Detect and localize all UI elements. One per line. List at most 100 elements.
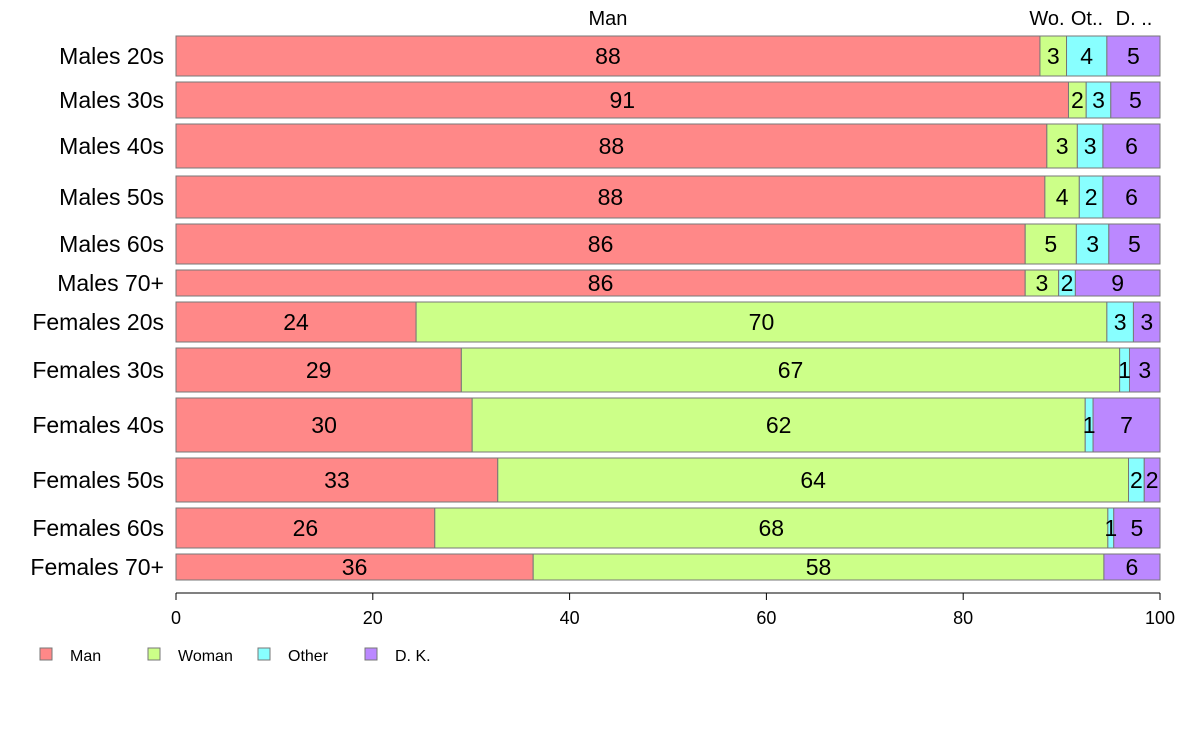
bar-data-label: 1 [1083,412,1096,438]
bar-segment [460,347,1121,393]
bar-data-label: 88 [599,133,625,159]
bar-data-label: 70 [749,309,775,335]
legend-label: Other [288,648,329,665]
bar-segment [175,123,1048,169]
bar-data-label: 58 [806,554,832,580]
bar-data-label: 5 [1127,43,1140,69]
bar-data-label: 1 [1104,515,1117,541]
top-series-label: D. .. [1116,8,1153,30]
bar-segment [175,397,473,453]
y-axis-label: Females 50s [32,467,164,493]
legend-swatch [39,647,53,661]
bar-segment [1092,397,1161,453]
bar-segment [1046,123,1078,169]
bar-segment [1143,457,1161,503]
y-axis-label: Females 70+ [30,554,164,580]
bar-data-label: 1 [1118,357,1131,383]
bar-segment [1074,269,1161,297]
bar-data-label: 24 [283,309,309,335]
bar-data-label: 30 [311,412,337,438]
bar-data-label: 2 [1061,270,1074,296]
bar-segment [1132,301,1161,343]
bar-segment [1103,553,1161,581]
bar-segment [1102,175,1161,219]
bar-data-label: 36 [342,554,368,580]
x-axis-tick-label: 20 [363,608,383,628]
bars [175,35,1161,581]
bar-data-label: 62 [766,412,792,438]
bar-data-label: 26 [293,515,319,541]
y-axis-label: Males 50s [59,184,164,210]
bar-data-label: 6 [1126,554,1139,580]
top-series-label: Wo. [1029,8,1064,30]
legend-label: D. K. [395,648,431,665]
legend-swatch [257,647,271,661]
bar-data-label: 9 [1111,270,1124,296]
bar-data-label: 3 [1140,309,1153,335]
bar-data-label: 3 [1086,231,1099,257]
y-axis-label: Females 60s [32,515,164,541]
bar-data-label: 7 [1120,412,1133,438]
bar-data-label: 5 [1130,515,1143,541]
top-labels: Man Wo. Ot.. D. .. [589,8,1153,30]
bar-data-label: 86 [588,231,614,257]
y-axis-label: Males 30s [59,87,164,113]
bar-segment [1085,81,1112,119]
y-axis-label: Females 40s [32,412,164,438]
bar-segment [1066,35,1108,77]
legend-swatch [364,647,378,661]
bar-segment [1106,35,1161,77]
bar-segment [175,301,417,343]
bar-segment [532,553,1105,581]
y-axis-label: Females 20s [32,309,164,335]
bar-data-label: 88 [598,184,624,210]
bar-segment [1039,35,1068,77]
y-axis-label: Females 30s [32,357,164,383]
bar-data-label: 2 [1071,87,1084,113]
bar-data-label: 3 [1056,133,1069,159]
bar-data-label: 6 [1125,133,1138,159]
bar-data-label: 3 [1138,357,1151,383]
bar-segment [497,457,1130,503]
bar-data-label: 2 [1130,467,1143,493]
bar-data-label: 67 [778,357,804,383]
bar-segment [175,553,534,581]
x-axis-tick-label: 80 [953,608,973,628]
legend: Man Woman Other D. K. [39,647,431,665]
legend-label: Man [70,648,101,665]
bar-data-label: 6 [1125,184,1138,210]
bar-segment [471,397,1086,453]
bar-segment [175,347,462,393]
bar-segment [175,81,1069,119]
bar-segment [1113,507,1161,549]
bar-data-label: 91 [609,87,635,113]
bar-data-label: 2 [1146,467,1159,493]
y-axis-label: Males 40s [59,133,164,159]
bar-data-label: 3 [1047,43,1060,69]
bar-data-label: 68 [759,515,785,541]
bar-data-label: 29 [306,357,332,383]
bar-data-label: 3 [1084,133,1097,159]
bar-segment [175,457,499,503]
bar-data-label: 4 [1080,43,1093,69]
x-axis-tick-label: 100 [1145,608,1175,628]
x-axis: 0 20 40 60 80 100 [171,592,1175,628]
bar-segment [1128,347,1161,393]
y-axis-label: Males 20s [59,43,164,69]
top-series-label: Man [589,8,628,30]
bar-data-label: 5 [1128,231,1141,257]
bar-segment [1102,123,1161,169]
legend-swatch [147,647,161,661]
bar-segment [175,175,1046,219]
bar-data-label: 2 [1085,184,1098,210]
bar-data-label: 5 [1129,87,1142,113]
bar-segment [1044,175,1080,219]
bar-segment [175,507,436,549]
x-axis-tick-label: 60 [756,608,776,628]
bar-data-label: 3 [1092,87,1105,113]
bar-data-label: 4 [1056,184,1069,210]
bar-segment [175,35,1041,77]
bar-data-label: 86 [588,270,614,296]
y-axis-labels: Males 20s Males 30s Males 40s Males 50s Male… [30,43,164,580]
